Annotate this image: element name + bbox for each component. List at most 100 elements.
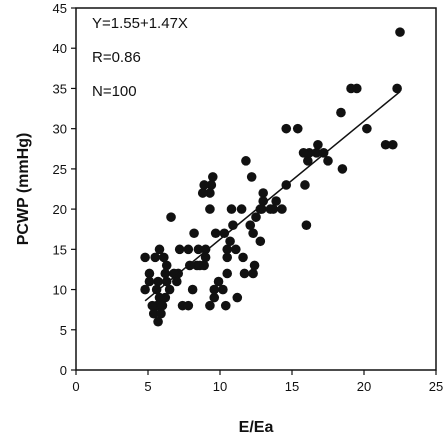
- data-point: [236, 204, 247, 214]
- y-tick-label: 10: [53, 283, 67, 298]
- data-point: [245, 220, 256, 230]
- x-tick-label: 5: [144, 379, 151, 394]
- data-point: [281, 123, 292, 134]
- data-point: [298, 148, 309, 158]
- y-tick-label: 20: [53, 202, 67, 217]
- data-point: [199, 260, 209, 271]
- x-tick-label: 15: [285, 379, 299, 394]
- data-point: [172, 276, 182, 287]
- data-point: [151, 284, 162, 295]
- data-point: [183, 244, 194, 255]
- data-point: [323, 156, 333, 166]
- data-point: [362, 123, 372, 134]
- data-point: [258, 196, 269, 206]
- data-point: [157, 300, 168, 311]
- data-point: [183, 300, 194, 311]
- y-tick-label: 40: [53, 41, 67, 56]
- data-point: [156, 308, 166, 319]
- data-point: [251, 212, 261, 222]
- data-point: [311, 148, 322, 158]
- data-point: [160, 268, 171, 279]
- r-value-label: R=0.86: [92, 49, 141, 66]
- plot-frame: [75, 7, 437, 371]
- data-point: [213, 276, 224, 287]
- data-point: [226, 204, 237, 214]
- data-point: [147, 300, 158, 311]
- data-point: [265, 204, 276, 214]
- data-point: [248, 228, 258, 239]
- y-tick-label: 35: [53, 81, 67, 96]
- data-point: [144, 268, 155, 279]
- data-point: [249, 260, 260, 271]
- x-axis-title: E/Ea: [239, 419, 274, 436]
- data-point: [222, 252, 232, 263]
- n-value-label: N=100: [92, 83, 137, 100]
- data-point: [140, 284, 150, 295]
- data-point: [219, 228, 230, 239]
- y-tick-label: 0: [60, 363, 67, 378]
- data-point: [140, 252, 150, 263]
- y-tick-label: 5: [60, 323, 67, 338]
- data-point: [337, 164, 348, 174]
- data-point: [239, 268, 250, 279]
- equation-label: Y=1.55+1.47X: [92, 15, 188, 32]
- data-point: [154, 244, 165, 255]
- y-tick-label: 15: [53, 242, 67, 257]
- data-point: [144, 276, 155, 287]
- data-point: [238, 252, 248, 263]
- data-point: [346, 83, 356, 94]
- data-point: [174, 244, 185, 255]
- x-tick-label: 20: [357, 379, 371, 394]
- x-tick-label: 25: [429, 379, 443, 394]
- data-point: [148, 308, 159, 319]
- data-point: [277, 204, 287, 214]
- data-point: [218, 284, 228, 295]
- data-point: [209, 284, 220, 295]
- data-point: [161, 260, 172, 271]
- x-tick-label: 10: [213, 379, 227, 394]
- data-point: [153, 276, 163, 287]
- data-point: [208, 172, 218, 182]
- data-point: [200, 252, 211, 263]
- data-point: [232, 292, 243, 303]
- data-point: [225, 236, 235, 247]
- data-point: [336, 107, 346, 118]
- data-point: [388, 139, 398, 150]
- data-point: [209, 292, 220, 303]
- data-point: [187, 284, 198, 295]
- regression-line: [144, 91, 401, 302]
- data-point: [205, 188, 215, 198]
- data-point: [222, 244, 232, 255]
- data-point: [392, 83, 402, 94]
- data-point: [153, 316, 163, 327]
- y-tick-label: 30: [53, 122, 67, 137]
- y-axis-title: PCWP (mmHg): [15, 133, 32, 246]
- data-point: [220, 300, 231, 311]
- data-point: [206, 180, 217, 190]
- data-point: [205, 300, 215, 311]
- data-point: [300, 180, 310, 190]
- data-point: [241, 156, 251, 166]
- data-point: [197, 188, 208, 198]
- data-point: [193, 244, 204, 255]
- data-point: [210, 228, 221, 239]
- data-point: [205, 204, 215, 214]
- data-point: [380, 139, 391, 150]
- data-point: [159, 252, 169, 263]
- data-point: [318, 148, 329, 158]
- data-point: [200, 244, 211, 255]
- data-point: [150, 252, 160, 263]
- data-point: [258, 188, 269, 198]
- data-point: [313, 139, 323, 150]
- data-point: [164, 284, 175, 295]
- data-points: [140, 27, 405, 327]
- data-point: [395, 27, 405, 37]
- data-point: [301, 220, 312, 230]
- axis-ticks: 0 5 10 15 20 25 0 5 10 15 20 25 30 35 40 45: [53, 1, 444, 394]
- data-point: [255, 236, 266, 247]
- x-tick-label: 0: [72, 379, 79, 394]
- data-point: [189, 228, 199, 239]
- data-point: [246, 172, 257, 182]
- data-point: [271, 196, 281, 206]
